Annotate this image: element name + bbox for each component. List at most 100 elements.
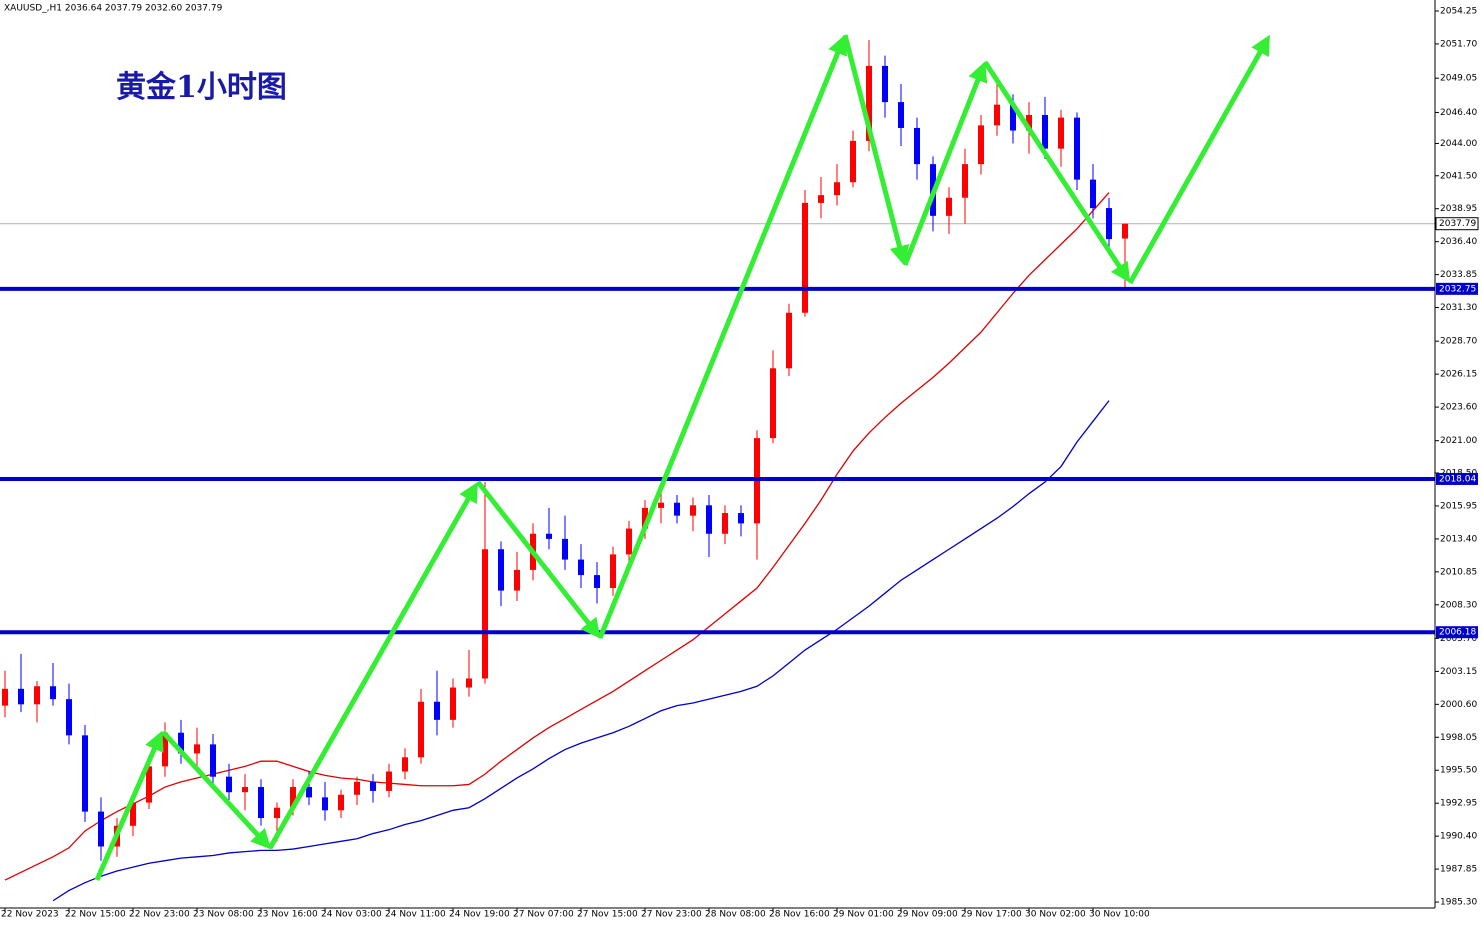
y-tick-label: 2031.30 — [1440, 303, 1477, 313]
arrow — [267, 481, 478, 850]
candle-body — [834, 182, 840, 196]
candle-body — [1122, 223, 1128, 239]
moving-average — [52, 400, 1110, 902]
candle-body — [850, 140, 856, 183]
candle-body — [274, 807, 280, 819]
moving-average — [4, 192, 1110, 881]
level-label-box — [1436, 282, 1478, 295]
y-tick-label: 2023.60 — [1440, 403, 1477, 413]
candle-body — [978, 125, 984, 165]
y-tick-label: 2033.85 — [1440, 270, 1477, 280]
y-tick-label: 2015.95 — [1440, 501, 1477, 511]
candle-body — [514, 569, 520, 591]
x-tick-label: 27 Nov 23:00 — [641, 910, 702, 920]
y-tick-label: 2013.40 — [1440, 534, 1477, 544]
x-tick-label: 24 Nov 11:00 — [385, 910, 446, 920]
candle-body — [50, 686, 56, 700]
arrow — [476, 480, 601, 639]
arrow — [1127, 34, 1270, 285]
candle-body — [226, 776, 232, 793]
candle-body — [626, 528, 632, 555]
y-tick-label: 2051.70 — [1440, 39, 1477, 49]
candle-body — [1042, 115, 1048, 149]
x-tick-label: 28 Nov 08:00 — [705, 910, 766, 920]
candle-body — [354, 781, 360, 795]
candle-body — [962, 164, 968, 198]
y-tick-label: 2041.50 — [1440, 171, 1477, 181]
x-tick-label: 29 Nov 17:00 — [961, 910, 1022, 920]
x-tick-label: 22 Nov 2023 — [1, 910, 59, 920]
candle-body — [818, 195, 824, 203]
candle-body — [770, 368, 776, 439]
price-label-box — [1435, 217, 1479, 231]
candle-body — [482, 549, 488, 679]
y-tick-label: 2044.00 — [1440, 139, 1477, 149]
candle-body — [578, 559, 584, 576]
candle-body — [66, 699, 72, 736]
arrow — [902, 61, 988, 266]
y-tick-label: 2049.05 — [1440, 74, 1477, 84]
candle-body — [1090, 179, 1096, 209]
y-tick-label: 2036.40 — [1440, 237, 1477, 247]
candle-body — [322, 797, 328, 811]
candle-body — [434, 701, 440, 720]
arrow — [161, 730, 272, 850]
candle-body — [706, 505, 712, 534]
level-label: 2032.75 — [1439, 284, 1476, 294]
candle-body — [802, 202, 808, 313]
arrow — [842, 34, 910, 266]
candle-body — [562, 538, 568, 560]
y-tick-label: 2046.40 — [1440, 108, 1477, 118]
y-tick-label: 1995.50 — [1440, 766, 1477, 776]
candle-body — [722, 513, 728, 534]
candle-body — [898, 102, 904, 128]
y-tick-label: 2005.70 — [1440, 634, 1477, 644]
y-tick-label: 2008.30 — [1440, 600, 1477, 610]
chart-title: 黄金1小时图 — [116, 70, 287, 105]
candle-body — [450, 687, 456, 720]
candle-body — [594, 575, 600, 589]
candle-body — [1058, 117, 1064, 149]
candle-body — [658, 502, 664, 508]
x-tick-label: 24 Nov 19:00 — [449, 910, 510, 920]
y-tick-label: 2026.15 — [1440, 370, 1477, 380]
candle-body — [386, 771, 392, 791]
x-tick-label: 30 Nov 02:00 — [1025, 910, 1086, 920]
y-tick-label: 2028.70 — [1440, 337, 1477, 347]
candle-body — [146, 766, 152, 803]
candle-body — [194, 744, 200, 754]
x-tick-label: 22 Nov 15:00 — [65, 910, 126, 920]
candle-body — [1026, 115, 1032, 131]
candle-body — [338, 794, 344, 811]
candle-body — [466, 678, 472, 688]
candle-body — [994, 104, 1000, 126]
candle-body — [882, 65, 888, 103]
x-tick-label: 30 Nov 10:00 — [1089, 910, 1150, 920]
candle-body — [946, 197, 952, 216]
candle-body — [402, 757, 408, 772]
candle-body — [34, 686, 40, 705]
candle-body — [82, 735, 88, 812]
candle-body — [642, 507, 648, 529]
candle-body — [258, 787, 264, 819]
y-tick-label: 1998.05 — [1440, 733, 1477, 743]
x-tick-label: 27 Nov 07:00 — [513, 910, 574, 920]
y-tick-label: 1990.40 — [1440, 832, 1477, 842]
y-tick-label: 2021.00 — [1440, 436, 1477, 446]
candle-body — [290, 787, 296, 808]
symbol-header: XAUUSD_,H1 2036.64 2037.79 2032.60 2037.… — [4, 4, 223, 14]
x-tick-label: 24 Nov 03:00 — [321, 910, 382, 920]
candle-body — [1074, 117, 1080, 180]
level-label-box — [1436, 626, 1478, 639]
candle-body — [18, 688, 24, 705]
candle-body — [370, 781, 376, 791]
y-tick-label: 2003.15 — [1440, 667, 1477, 677]
arrow — [982, 60, 1131, 284]
x-tick-label: 27 Nov 15:00 — [577, 910, 638, 920]
level-label: 2006.18 — [1439, 628, 1476, 638]
candle-body — [738, 513, 744, 524]
x-tick-label: 22 Nov 23:00 — [129, 910, 190, 920]
x-tick-label: 29 Nov 01:00 — [833, 910, 894, 920]
